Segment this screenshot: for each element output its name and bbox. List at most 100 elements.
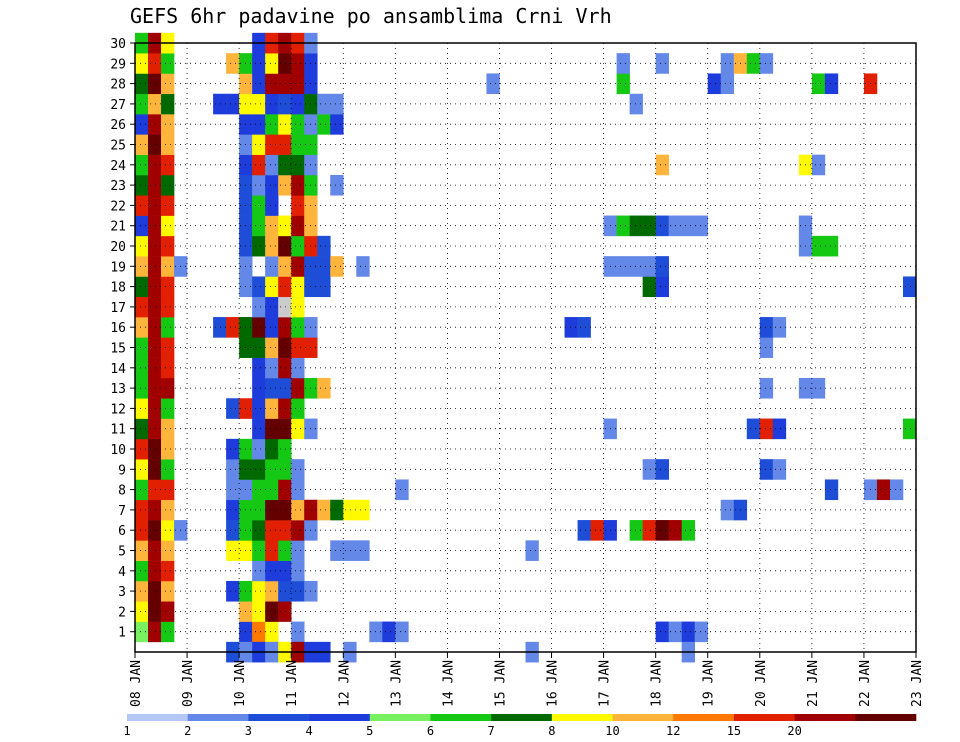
colorbar-swatch <box>612 714 674 721</box>
heatmap-cell <box>278 73 292 95</box>
x-tick-label: 11 JAN <box>285 660 300 707</box>
y-tick-label: 18 <box>110 281 126 296</box>
y-tick-label: 5 <box>118 545 126 560</box>
grid-layer <box>135 43 916 652</box>
heatmap-cell <box>278 296 292 318</box>
heatmap-cell <box>564 317 578 338</box>
heatmap-cell <box>291 479 305 501</box>
heatmap-cell <box>265 215 279 237</box>
heatmap-cell <box>252 621 266 643</box>
heatmap-cell <box>486 73 500 95</box>
heatmap-cell <box>694 215 709 237</box>
y-tick-label: 8 <box>118 484 126 499</box>
heatmap-cell <box>265 276 279 298</box>
y-tick-label: 23 <box>110 179 126 194</box>
colorbar-swatch <box>733 714 795 721</box>
colorbar-swatch <box>187 714 249 721</box>
heatmap-cell <box>148 235 162 257</box>
colorbar: 1 2 3 4 5 6 7 8 10 12 15 20 <box>123 714 917 738</box>
heatmap-cell <box>226 580 240 602</box>
heatmap-cell <box>759 337 774 358</box>
heatmap-cell <box>148 317 162 338</box>
heatmap-cell <box>681 215 696 237</box>
heatmap-cell <box>278 580 292 602</box>
colorbar-label: 7 <box>488 724 495 738</box>
heatmap-cell <box>655 520 669 541</box>
heatmap-cell <box>759 53 774 74</box>
heatmap-cell <box>135 398 149 419</box>
heatmap-cell <box>161 479 175 501</box>
heatmap-cell <box>161 601 175 622</box>
heatmap-cell <box>291 337 305 358</box>
heatmap-cell <box>252 235 266 257</box>
heatmap-cell <box>148 114 162 135</box>
y-tick-label: 1 <box>118 626 126 641</box>
heatmap-cell <box>226 53 240 74</box>
heatmap-cell <box>291 540 305 561</box>
heatmap-cell <box>252 93 266 115</box>
heatmap-cell <box>291 317 305 338</box>
heatmap-cell <box>252 520 266 541</box>
colorbar-swatch <box>491 714 553 721</box>
heatmap-cell <box>265 317 279 338</box>
colorbar-swatch <box>430 714 492 721</box>
heatmap-cell <box>135 580 149 602</box>
heatmap-cell <box>278 317 292 338</box>
heatmap-cell <box>291 499 305 521</box>
heatmap-cell <box>746 53 761 74</box>
colorbar-label: 10 <box>605 724 619 738</box>
heatmap-cell <box>291 174 305 196</box>
y-tick-label: 15 <box>110 342 126 357</box>
heatmap-cell <box>135 174 149 196</box>
heatmap-cell <box>252 580 266 602</box>
heatmap-cell <box>135 377 149 399</box>
x-tick-label: 09 JAN <box>181 660 196 707</box>
heatmap-cell <box>759 459 774 480</box>
heatmap-cell <box>252 479 266 501</box>
heatmap-cell <box>135 317 149 338</box>
heatmap-cell <box>148 499 162 521</box>
heatmap-cell <box>148 621 162 643</box>
colorbar-label: 4 <box>305 724 312 738</box>
heatmap-cell <box>161 73 175 95</box>
heatmap-cell <box>278 377 292 399</box>
heatmap-cell <box>811 377 826 399</box>
heatmap-cell <box>265 53 279 74</box>
heatmap-cell <box>876 479 891 501</box>
heatmap-cell <box>291 580 305 602</box>
heatmap-cell <box>278 357 292 379</box>
heatmap-cell <box>135 215 149 237</box>
heatmap-cell <box>642 256 656 277</box>
colorbar-label: 15 <box>727 724 741 738</box>
heatmap-cell <box>135 53 149 74</box>
heatmap-cell <box>135 93 149 115</box>
heatmap-cell <box>265 357 279 379</box>
heatmap-cell <box>148 53 162 74</box>
y-tick-label: 4 <box>118 565 126 580</box>
y-tick-label: 9 <box>118 463 126 478</box>
heatmap-cell <box>135 459 149 480</box>
heatmap-cell <box>330 174 344 196</box>
heatmap-cell <box>252 53 266 74</box>
heatmap-cell <box>148 296 162 318</box>
heatmap-cell <box>161 93 175 115</box>
heatmap-cell <box>265 174 279 196</box>
heatmap-cell <box>252 438 266 460</box>
heatmap-cell <box>317 235 331 257</box>
heatmap-cell <box>265 337 279 358</box>
heatmap-cell <box>226 540 240 561</box>
x-tick-label: 23 JAN <box>910 660 925 707</box>
heatmap-cell <box>291 154 305 176</box>
heatmap-cell <box>291 520 305 541</box>
heatmap-cell <box>291 621 305 643</box>
heatmap-cell <box>252 195 266 216</box>
colorbar-label: 2 <box>184 724 191 738</box>
heatmap-cell <box>135 520 149 541</box>
y-tick-label: 12 <box>110 402 126 417</box>
heatmap-cell <box>772 459 787 480</box>
heatmap-cell <box>135 418 149 440</box>
heatmap-cell <box>590 520 604 541</box>
heatmap-cell <box>265 479 279 501</box>
heatmap-cell <box>278 540 292 561</box>
